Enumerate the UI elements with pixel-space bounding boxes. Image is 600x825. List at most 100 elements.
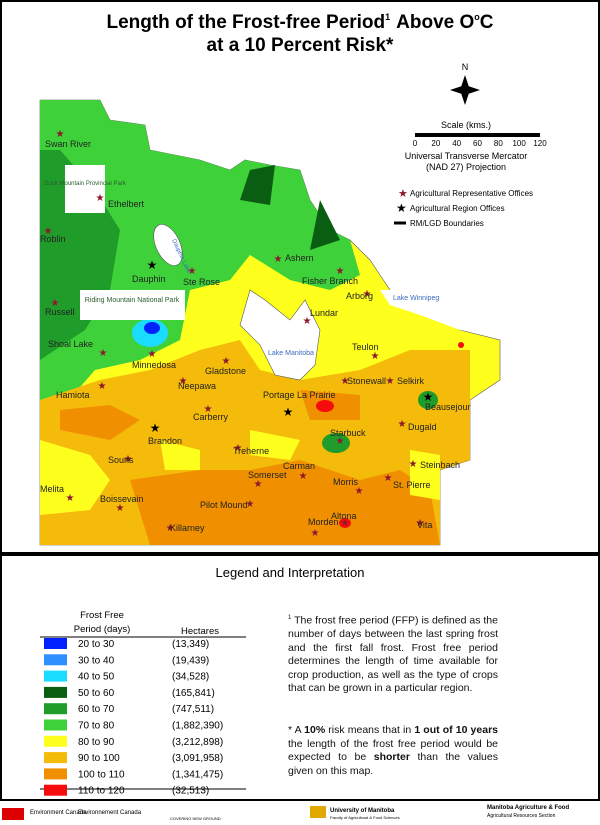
ffp-zone <box>40 100 360 420</box>
town-label: Dauphin <box>132 274 166 284</box>
compass-rose <box>450 75 480 105</box>
town-label: Arborg <box>346 291 373 301</box>
office-marker: ★ <box>188 266 197 277</box>
office-marker: ★ <box>336 266 345 277</box>
office-marker: ★ <box>355 486 364 497</box>
town-label: Russell <box>45 307 75 317</box>
town-label: Beausejour <box>425 402 471 412</box>
ffp-zone <box>418 391 438 409</box>
office-marker: ★ <box>341 376 350 387</box>
ffp-zone <box>322 433 350 453</box>
town-label: Teulon <box>352 342 379 352</box>
office-marker: ★ <box>124 454 133 465</box>
office-marker: ★ <box>283 405 294 419</box>
park-label: Duck Mountain Provincial Park <box>44 181 127 187</box>
footer-text: Faculty of Agricultural & Food Sciences <box>330 815 400 820</box>
note-emphasis: 1 out of 10 years <box>414 724 499 736</box>
title-line1: Length of the Frost-free Period1 Above Oo… <box>106 12 493 33</box>
swatch <box>44 670 67 682</box>
office-marker: ★ <box>398 419 407 430</box>
office-marker: ★ <box>303 316 312 327</box>
town-label: Pilot Mound <box>200 500 248 510</box>
hectares: (3,091,958) <box>172 753 223 764</box>
office-marker: ★ <box>204 404 213 415</box>
hectares: (1,341,475) <box>172 769 223 780</box>
ffp-zone <box>60 390 440 545</box>
town-label: Ste Rose <box>183 277 220 287</box>
office-marker: ★ <box>166 523 175 534</box>
office-marker: ★ <box>179 376 188 387</box>
lake <box>239 289 321 381</box>
note-emphasis: 10% <box>304 724 326 736</box>
office-marker: ★ <box>150 421 161 435</box>
town-label: Boissevain <box>100 494 144 504</box>
scale-tick: 40 <box>452 139 461 148</box>
ffp-range: 30 to 40 <box>78 655 115 666</box>
title-part: Above O <box>396 12 474 33</box>
degree: o <box>474 12 480 22</box>
town-label: Swan River <box>45 139 91 149</box>
hectares: (13,349) <box>172 639 209 650</box>
map-frame <box>0 0 600 554</box>
scale-tick: 20 <box>431 139 440 148</box>
town-label: Brandon <box>148 436 182 446</box>
key-label: Agricultural Region Offices <box>410 204 505 213</box>
ffp-range: 100 to 110 <box>78 769 125 780</box>
swatch <box>44 784 67 796</box>
ffp-zone <box>40 430 440 515</box>
lake <box>153 224 183 266</box>
note-mark: 1 <box>288 615 292 621</box>
town-label: Lundar <box>310 308 338 318</box>
flag <box>2 808 24 820</box>
town-label: Roblin <box>40 234 66 244</box>
ffp-range: 20 to 30 <box>78 639 115 650</box>
park-label: Riding Mountain National Park <box>85 297 180 304</box>
office-marker: ★ <box>234 443 243 454</box>
table-header: Frost Free <box>80 610 124 621</box>
town-label: Treherne <box>233 446 269 456</box>
lake-label: Lake Manitoba <box>268 350 314 357</box>
town-label: Melita <box>40 484 64 494</box>
ffp-range: 50 to 60 <box>78 688 115 699</box>
ffp-range: 60 to 70 <box>78 704 115 715</box>
legend-rows: 20 to 30 (13,349) 30 to 40 (19,439) 40 to 50… <box>44 638 223 797</box>
park <box>65 165 105 213</box>
swatch <box>44 768 67 780</box>
town-label: Shoal Lake <box>48 339 93 349</box>
scale-tick: 60 <box>473 139 482 148</box>
town-label: Souris <box>108 455 134 465</box>
swatch <box>44 638 67 649</box>
swatch <box>44 703 67 715</box>
note-mark: 1 <box>385 12 390 22</box>
office-marker: ★ <box>341 518 350 529</box>
office-marker: ★ <box>416 518 425 529</box>
hectares: (747,511) <box>172 704 214 715</box>
office-marker: ★ <box>384 473 393 484</box>
compass-label: N <box>462 62 469 72</box>
key-label: RM/LGD Boundaries <box>410 219 484 228</box>
office-marker: ★ <box>423 390 434 404</box>
note-emphasis: shorter <box>373 751 410 763</box>
town-label: Gladstone <box>205 366 246 376</box>
office-marker: ★ <box>98 381 107 392</box>
town-label: Minnedosa <box>132 360 176 370</box>
town-label: Morris <box>333 477 358 487</box>
town-label: Starbuck <box>330 428 366 438</box>
ffp-range: 110 to 120 <box>78 786 125 797</box>
note-text: * A <box>288 724 305 736</box>
town-label: Dugald <box>408 422 437 432</box>
ffp-zone <box>339 518 351 528</box>
title-part: C <box>480 12 494 33</box>
scale-ticks: 0 20 40 60 80 100 120 <box>413 139 547 148</box>
table-header: Period (days) <box>74 624 131 635</box>
title-line2: at a 10 Percent Risk* <box>207 35 395 56</box>
scale-tick: 80 <box>494 139 503 148</box>
table-header: Hectares <box>181 626 219 637</box>
hectares: (32,513) <box>172 786 209 797</box>
projection: (NAD 27) Projection <box>426 162 506 172</box>
office-marker: ★ <box>66 493 75 504</box>
swatch <box>44 719 67 731</box>
legend-frame <box>0 554 600 801</box>
legend-title: Legend and Interpretation <box>216 565 365 580</box>
ffp-range: 70 to 80 <box>78 721 115 732</box>
